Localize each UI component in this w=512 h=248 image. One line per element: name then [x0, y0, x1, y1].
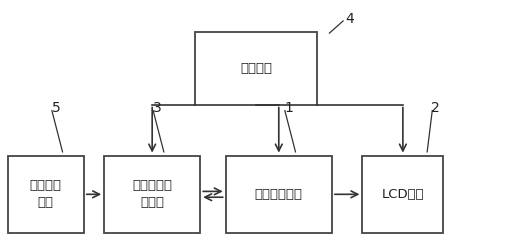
FancyBboxPatch shape — [226, 155, 332, 233]
Text: 电容检测
电极: 电容检测 电极 — [30, 179, 62, 209]
Text: 4: 4 — [345, 12, 354, 26]
Text: 单片机处理器: 单片机处理器 — [255, 188, 303, 201]
Text: 电容数字转
换单元: 电容数字转 换单元 — [132, 179, 172, 209]
Text: 5: 5 — [52, 101, 60, 115]
Text: 3: 3 — [153, 101, 162, 115]
Text: LCD显示: LCD显示 — [381, 188, 424, 201]
FancyBboxPatch shape — [195, 32, 317, 105]
FancyBboxPatch shape — [8, 155, 84, 233]
FancyBboxPatch shape — [362, 155, 443, 233]
Text: 电源单元: 电源单元 — [240, 62, 272, 75]
Text: 1: 1 — [285, 101, 293, 115]
FancyBboxPatch shape — [104, 155, 200, 233]
Text: 2: 2 — [432, 101, 440, 115]
